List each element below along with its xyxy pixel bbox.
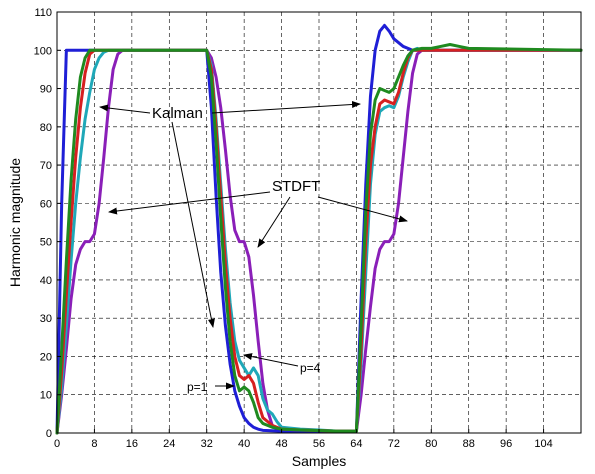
x-tick-label: 48 — [275, 438, 287, 450]
x-tick-label: 56 — [313, 438, 325, 450]
kalman-label: Kalman — [152, 105, 203, 122]
series-line-2 — [55, 23, 583, 435]
y-tick-label: 60 — [40, 198, 52, 210]
stdft-arrow-mid — [257, 196, 291, 248]
y-tick-label: 20 — [40, 351, 52, 363]
y-tick-label: 70 — [40, 160, 52, 172]
y-tick-label: 50 — [40, 237, 52, 249]
grid — [57, 12, 581, 433]
x-tick-label: 88 — [463, 438, 475, 450]
x-axis-title: Samples — [292, 453, 346, 469]
x-tick-label: 80 — [425, 438, 437, 450]
stdft-label: STDFT — [272, 178, 320, 195]
stdft-arrow-left — [108, 191, 271, 215]
x-tick-label: 96 — [500, 438, 512, 450]
x-tick-label: 72 — [388, 438, 400, 450]
ticks: 0 8 16 24 32 40 48 56 64 72 80 88 96 104 0 10 20 30 40 50 60… — [34, 7, 553, 450]
kalman-arrow-left — [99, 104, 151, 114]
kalman-arrow-right — [211, 100, 361, 114]
series-line-3 — [55, 46, 583, 435]
y-tick-label: 90 — [40, 84, 52, 96]
y-tick-label: 10 — [40, 390, 52, 402]
x-tick-label: 8 — [91, 438, 97, 450]
y-tick-label: 30 — [40, 313, 52, 325]
y-tick-label: 100 — [34, 45, 52, 57]
x-tick-label: 104 — [534, 438, 552, 450]
series-line-1 — [55, 48, 583, 435]
y-tick-label: 80 — [40, 122, 52, 134]
series-line-4 — [55, 48, 583, 435]
series-group — [55, 23, 583, 435]
stdft-arrow-right — [317, 196, 408, 223]
x-tick-label: 24 — [163, 438, 175, 450]
p1-label: p=1 — [187, 380, 208, 394]
x-tick-label: 40 — [238, 438, 250, 450]
kalman-arrow-down — [171, 121, 215, 328]
y-tick-label: 0 — [46, 428, 52, 440]
series-line-5 — [55, 43, 583, 435]
x-tick-label: 0 — [54, 438, 60, 450]
x-tick-label: 64 — [350, 438, 362, 450]
y-tick-label: 110 — [34, 7, 52, 19]
p4-label: p=4 — [300, 361, 321, 375]
annotations: Kalman STDFT p=4 p=1 — [99, 100, 408, 394]
y-axis-title: Harmonic magnitude — [7, 158, 23, 287]
x-tick-label: 32 — [201, 438, 213, 450]
p4-arrow — [243, 353, 299, 367]
y-tick-label: 40 — [40, 275, 52, 287]
x-tick-label: 16 — [126, 438, 138, 450]
